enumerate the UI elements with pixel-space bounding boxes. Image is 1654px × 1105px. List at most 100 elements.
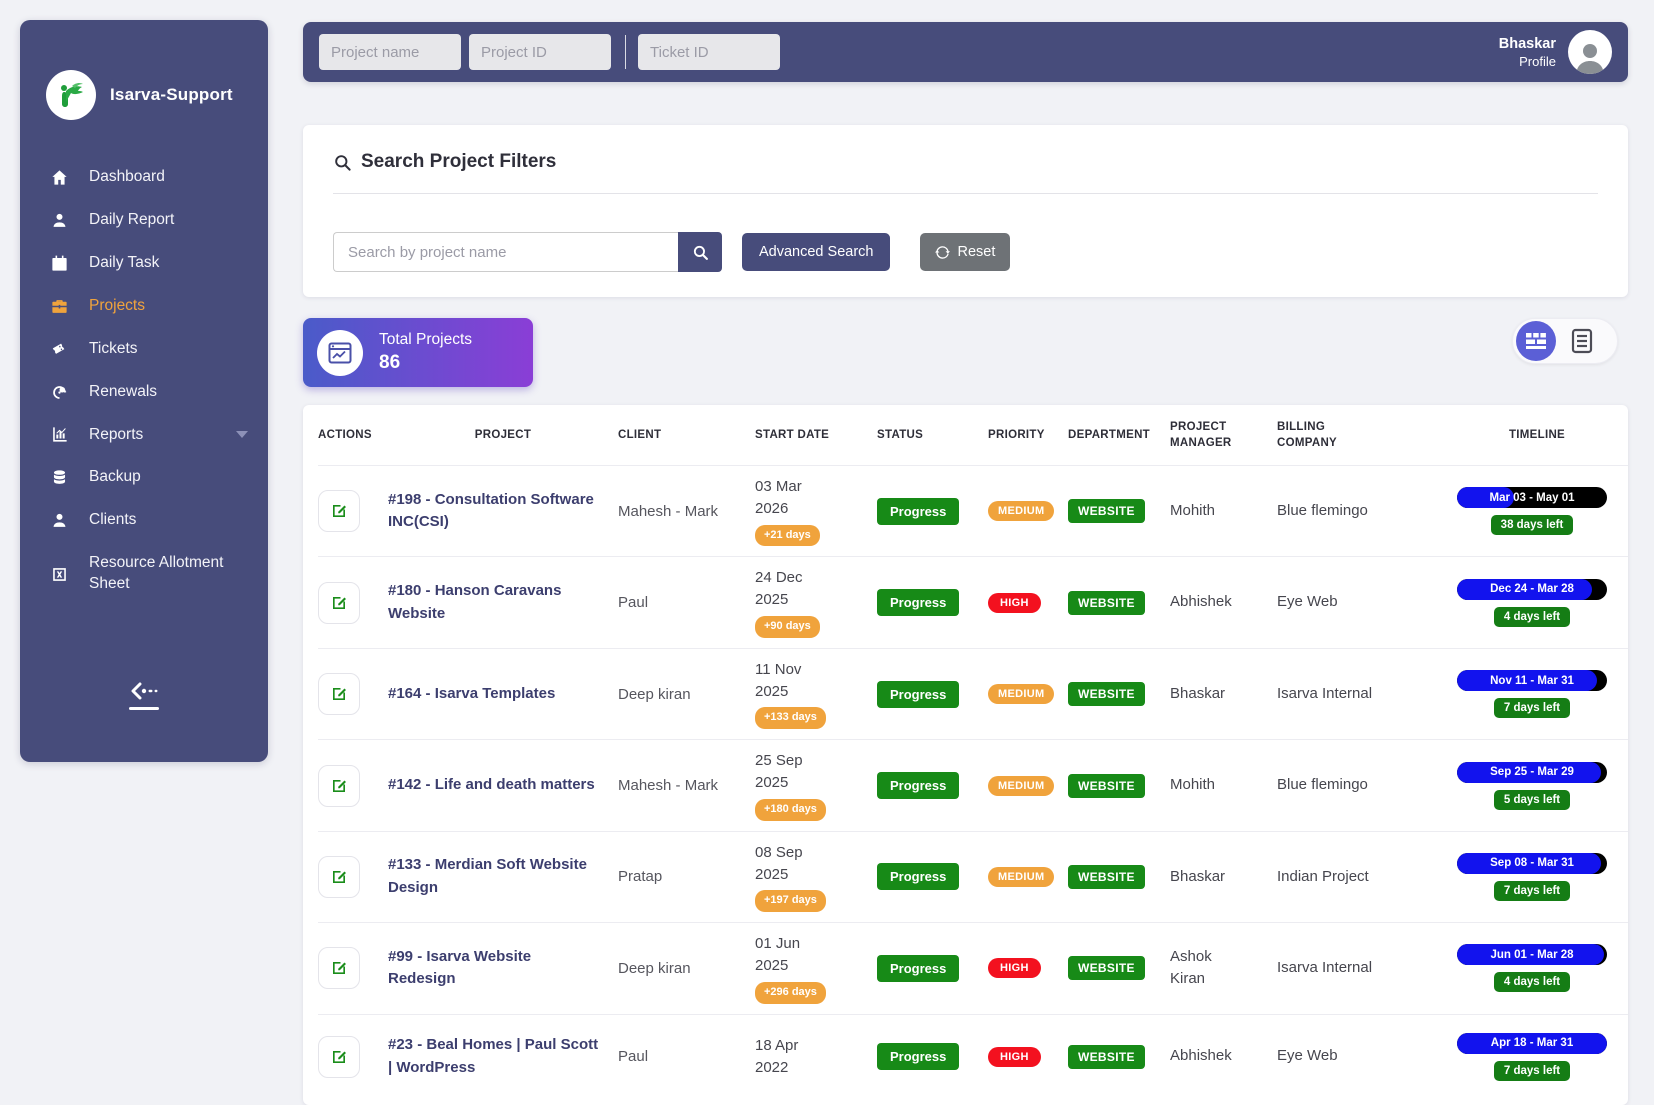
table-row: #99 - Isarva Website Redesign Deep kiran…	[318, 922, 1628, 1013]
sidebar-collapse-button[interactable]	[20, 682, 268, 710]
priority-badge: HIGH	[988, 1046, 1041, 1067]
client-name: Paul	[618, 594, 649, 612]
timeline-range: Sep 08 - Mar 31	[1490, 857, 1574, 870]
project-link[interactable]: #142 - Life and death matters	[388, 776, 595, 794]
calendar-icon	[52, 255, 67, 271]
priority-badge: HIGH	[988, 958, 1041, 979]
avatar[interactable]	[1568, 30, 1612, 74]
project-link[interactable]: #198 - Consultation Software INC(CSI)	[388, 490, 594, 531]
timeline-progress-fill	[1457, 670, 1597, 692]
isarva-logo-icon	[46, 70, 96, 120]
search-filters-card: Search Project Filters Advanced Search R…	[303, 125, 1628, 297]
edit-project-button[interactable]	[318, 673, 360, 716]
edit-icon	[333, 688, 346, 701]
header-priority: PRIORITY	[988, 428, 1045, 441]
overdue-badge: +180 days	[755, 798, 826, 821]
project-manager: Bhaskar	[1170, 867, 1226, 885]
table-row: #198 - Consultation Software INC(CSI) Ma…	[318, 465, 1628, 556]
priority-badge: HIGH	[988, 592, 1041, 613]
project-name-input[interactable]	[319, 34, 461, 70]
timeline-range: Nov 11 - Mar 31	[1490, 674, 1574, 687]
sidebar-nav: Dashboard Daily Report Daily Task Projec…	[20, 156, 268, 606]
overdue-badge: +133 days	[755, 707, 826, 730]
projects-chart-icon	[317, 329, 363, 376]
timeline-range: Mar 03 - May 01	[1489, 491, 1575, 504]
billing-company: Isarva Internal	[1277, 959, 1373, 977]
timeline-progress-pill: Mar 03 - May 01	[1457, 487, 1607, 509]
start-date: 25 Sep 2025	[755, 752, 803, 792]
sheet-icon	[53, 567, 66, 581]
edit-project-button[interactable]	[318, 581, 360, 624]
client-name: Pratap	[618, 868, 663, 886]
sidebar-item-tickets[interactable]: Tickets	[20, 328, 268, 371]
sidebar-item-daily-task[interactable]: Daily Task	[20, 242, 268, 285]
timeline-progress-fill	[1457, 578, 1592, 600]
profile-menu[interactable]: Bhaskar Profile	[1499, 30, 1612, 74]
edit-project-button[interactable]	[318, 1035, 360, 1078]
status-badge: Progress	[877, 863, 960, 891]
timeline-progress-pill: Sep 08 - Mar 31	[1457, 852, 1607, 874]
header-timeline: TIMELINE	[1508, 428, 1566, 441]
table-row: #164 - Isarva Templates Deep kiran 11 No…	[318, 647, 1628, 739]
edit-project-button[interactable]	[318, 947, 360, 990]
bar-chart-icon	[53, 427, 67, 443]
sidebar-item-projects[interactable]: Projects	[20, 285, 268, 328]
brand-name: Isarva-Support	[110, 85, 233, 104]
list-view-button[interactable]	[1570, 328, 1594, 354]
billing-company: Eye Web	[1277, 593, 1338, 611]
advanced-search-button[interactable]: Advanced Search	[742, 233, 891, 271]
timeline-range: Jun 01 - Mar 28	[1490, 948, 1574, 961]
overdue-badge: +296 days	[755, 981, 826, 1004]
sidebar-item-dashboard[interactable]: Dashboard	[20, 156, 268, 199]
project-link[interactable]: #180 - Hanson Caravans Website	[388, 582, 562, 622]
days-left-badge: 5 days left	[1493, 789, 1571, 810]
department-badge: WEBSITE	[1068, 864, 1145, 889]
project-link[interactable]: #99 - Isarva Website Redesign	[388, 947, 532, 988]
sidebar-item-daily-report[interactable]: Daily Report	[20, 199, 268, 242]
start-date: 08 Sep 2025	[755, 843, 803, 883]
client-name: Deep kiran	[618, 685, 691, 703]
billing-company: Isarva Internal	[1277, 684, 1373, 702]
reset-button[interactable]: Reset	[920, 233, 1011, 271]
priority-badge: MEDIUM	[988, 775, 1055, 796]
sidebar-item-resource-allotment-sheet[interactable]: Resource Allotment Sheet	[20, 542, 268, 606]
topbar: Bhaskar Profile	[303, 22, 1628, 82]
sidebar: Isarva-Support Dashboard Daily Report Da…	[20, 20, 268, 762]
project-link[interactable]: #164 - Isarva Templates	[388, 684, 556, 702]
project-manager: Abhishek	[1170, 1047, 1232, 1065]
start-date: 03 Mar 2026	[755, 478, 802, 517]
search-input[interactable]	[333, 232, 678, 272]
project-link[interactable]: #133 - Merdian Soft Website Design	[388, 856, 587, 896]
billing-company: Eye Web	[1277, 1047, 1338, 1065]
edit-project-button[interactable]	[318, 855, 360, 898]
department-badge: WEBSITE	[1068, 956, 1145, 981]
profile-role: Profile	[1519, 53, 1556, 69]
status-badge: Progress	[877, 772, 960, 800]
ticket-id-input[interactable]	[638, 34, 780, 70]
edit-project-button[interactable]	[318, 490, 360, 533]
brand: Isarva-Support	[20, 20, 268, 120]
table-row: #142 - Life and death matters Mahesh - M…	[318, 739, 1628, 830]
sidebar-item-reports[interactable]: Reports	[20, 414, 268, 457]
client-name: Paul	[618, 1048, 649, 1066]
days-left-badge: 38 days left	[1490, 515, 1574, 536]
timeline-progress-pill: Nov 11 - Mar 31	[1457, 670, 1607, 692]
project-link[interactable]: #23 - Beal Homes | Paul Scott | WordPres…	[388, 1036, 599, 1076]
project-manager: Abhishek	[1170, 593, 1232, 611]
search-icon	[693, 245, 708, 260]
timeline-progress-pill: Dec 24 - Mar 28	[1457, 578, 1607, 600]
search-button[interactable]	[678, 232, 722, 272]
project-manager: Bhaskar	[1170, 684, 1226, 702]
edit-project-button[interactable]	[318, 764, 360, 807]
avatar-silhouette-icon	[1576, 44, 1604, 74]
sidebar-item-backup[interactable]: Backup	[20, 456, 268, 499]
filters-title: Search Project Filters	[333, 151, 1598, 173]
billing-company: Blue flemingo	[1277, 501, 1368, 519]
status-badge: Progress	[877, 589, 960, 617]
sidebar-item-renewals[interactable]: Renewals	[20, 371, 268, 414]
project-id-input[interactable]	[469, 34, 611, 70]
project-manager: Ashok Kiran	[1170, 947, 1212, 988]
chevron-down-icon	[236, 431, 248, 439]
grid-view-button[interactable]	[1516, 321, 1556, 361]
sidebar-item-clients[interactable]: Clients	[20, 499, 268, 542]
